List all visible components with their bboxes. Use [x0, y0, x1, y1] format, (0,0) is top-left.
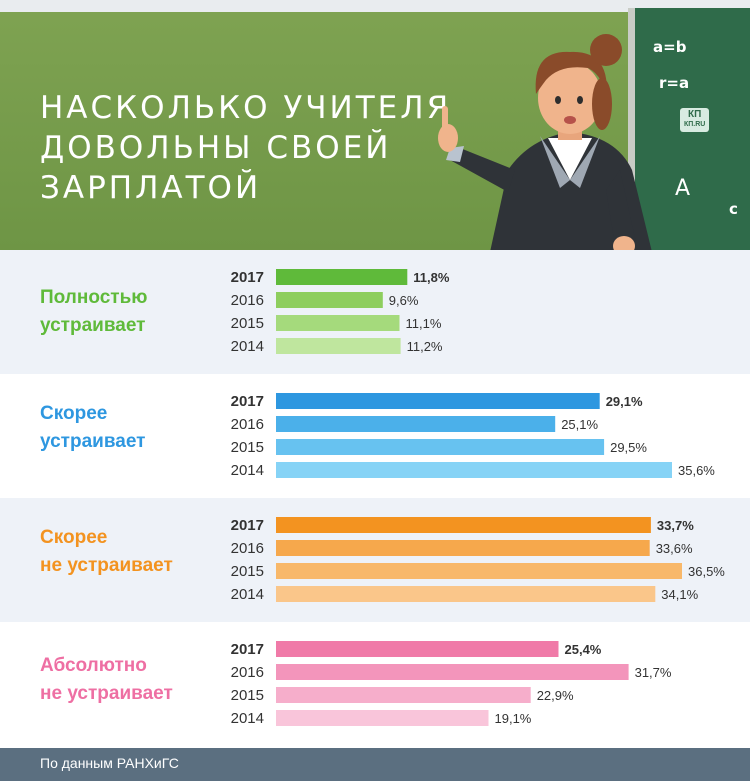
bar	[276, 586, 656, 602]
value-label: 11,8%	[413, 270, 450, 285]
bar	[276, 664, 629, 680]
year-label: 2014	[231, 338, 264, 355]
category-label-line-2: не устраивает	[40, 555, 173, 576]
teacher-illustration	[438, 34, 652, 250]
category-label: Скорее не устраивает	[40, 524, 173, 580]
year-label: 2015	[231, 439, 264, 456]
category-label: Скорее устраивает	[40, 400, 145, 456]
bar	[276, 462, 672, 478]
year-label: 2017	[231, 641, 264, 658]
kp-logo: КП КП.RU	[680, 108, 710, 132]
header-banner: НАСКОЛЬКО УЧИТЕЛЯ ДОВОЛЬНЫ СВОЕЙ ЗАРПЛАТ…	[0, 0, 750, 250]
logo-text-2: КП.RU	[684, 121, 706, 128]
category-label-line-2: устраивает	[40, 431, 146, 452]
bar	[276, 710, 489, 726]
value-label: 36,5%	[688, 564, 725, 579]
value-label: 22,9%	[537, 688, 574, 703]
year-label: 2015	[231, 315, 264, 332]
chalk-corner-2: c	[729, 200, 738, 218]
year-label: 2014	[231, 462, 264, 479]
year-label: 2017	[231, 517, 264, 534]
value-label: 33,6%	[656, 541, 693, 556]
bar	[276, 540, 650, 556]
year-label: 2017	[231, 393, 264, 410]
bar	[276, 687, 531, 703]
bar	[276, 416, 556, 432]
value-label: 29,1%	[606, 394, 643, 409]
value-label: 25,4%	[565, 642, 602, 657]
year-label: 2015	[231, 687, 264, 704]
page-title: НАСКОЛЬКО УЧИТЕЛЯ ДОВОЛЬНЫ СВОЕЙ ЗАРПЛАТ…	[40, 88, 451, 208]
chalk-formula-1: a=b	[653, 38, 687, 56]
bar	[276, 315, 400, 331]
year-label: 2014	[231, 586, 264, 603]
category-label-line-1: Полностью	[40, 287, 148, 308]
year-label: 2014	[231, 710, 264, 727]
bar	[276, 338, 401, 354]
year-label: 2015	[231, 563, 264, 580]
category-label-line-1: Скорее	[40, 403, 108, 424]
source-note: По данным РАНХиГС	[40, 755, 179, 771]
category-label-line-1: Абсолютно	[40, 655, 147, 676]
value-label: 9,6%	[389, 293, 419, 308]
chalk-corner-1: A	[675, 176, 691, 201]
category-label-line-2: не устраивает	[40, 683, 173, 704]
value-label: 29,5%	[610, 440, 647, 455]
category-label-line-1: Скорее	[40, 527, 108, 548]
year-label: 2016	[231, 416, 264, 433]
logo-text-1: КП	[688, 109, 702, 120]
bar	[276, 641, 559, 657]
title-line-2: ДОВОЛЬНЫ СВОЕЙ	[40, 130, 392, 166]
year-label: 2017	[231, 269, 264, 286]
title-line-1: НАСКОЛЬКО УЧИТЕЛЯ	[40, 90, 452, 126]
bar	[276, 269, 408, 285]
category-label: Абсолютно не устраивает	[40, 652, 173, 708]
value-label: 19,1%	[495, 711, 532, 726]
title-line-3: ЗАРПЛАТОЙ	[40, 170, 262, 206]
year-label: 2016	[231, 664, 264, 681]
value-label: 33,7%	[657, 518, 694, 533]
chalk-formula-2: r=a	[659, 74, 690, 92]
footer: По данным РАНХиГС	[0, 748, 750, 781]
value-label: 11,1%	[406, 316, 442, 331]
bar	[276, 439, 605, 455]
bar	[276, 393, 600, 409]
category-label: Полностью устраивает	[40, 284, 147, 340]
value-label: 25,1%	[561, 417, 598, 432]
top-strip	[0, 0, 750, 12]
value-label: 34,1%	[661, 587, 698, 602]
category-label-line-2: устраивает	[40, 315, 146, 336]
year-label: 2016	[231, 540, 264, 557]
bar	[276, 292, 383, 308]
bar	[276, 517, 651, 533]
year-label: 2016	[231, 292, 264, 309]
bar	[276, 563, 682, 579]
value-label: 31,7%	[635, 665, 672, 680]
value-label: 35,6%	[678, 463, 715, 478]
value-label: 11,2%	[407, 339, 443, 354]
